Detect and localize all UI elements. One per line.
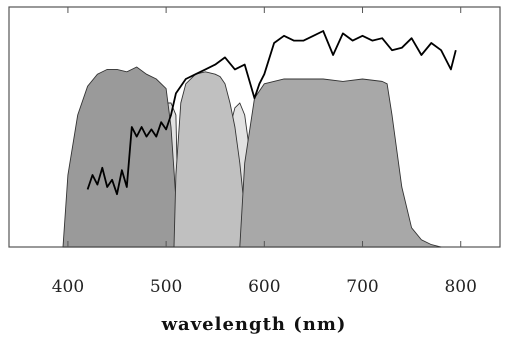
x-tick-label-400: 400 — [52, 277, 84, 297]
spectrum-line-1 — [86, 30, 457, 196]
x-tick-label-600: 600 — [248, 277, 280, 297]
spectrum-lines — [86, 30, 457, 196]
x-tick-label-800: 800 — [444, 277, 476, 297]
x-tick-label-500: 500 — [150, 277, 182, 297]
x-axis-title: wavelength (nm) — [161, 314, 347, 335]
x-axis-ticks — [67, 7, 462, 247]
filter-band-2 — [62, 66, 182, 248]
x-axis-tick-labels: 400 500 600 700 800 — [52, 277, 477, 297]
filter-bands — [62, 66, 442, 248]
filter-band-4 — [239, 78, 442, 248]
x-tick-label-700: 700 — [346, 277, 378, 297]
